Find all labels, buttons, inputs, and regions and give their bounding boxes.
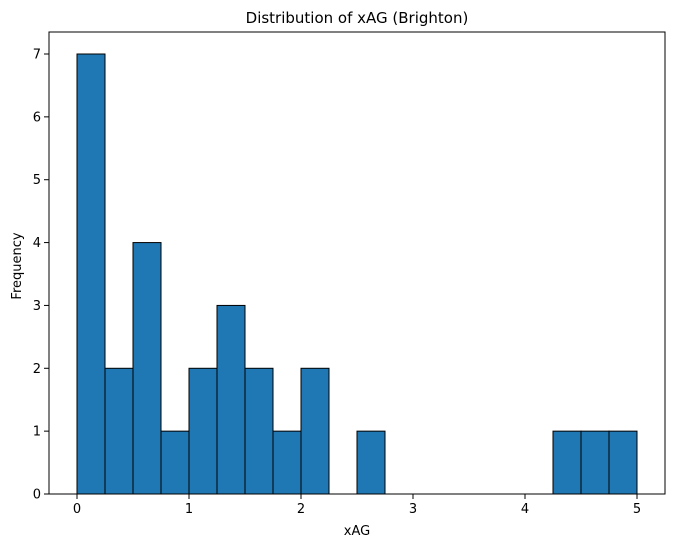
y-tick-label: 5 (33, 173, 41, 188)
histogram-bar (244, 367, 274, 495)
histogram-bar (104, 367, 134, 495)
histogram-bar (76, 53, 106, 495)
histogram-bar (272, 430, 302, 495)
x-tick-label: 3 (409, 502, 417, 517)
x-tick-label: 5 (633, 502, 641, 517)
y-tick-label: 7 (33, 48, 41, 63)
y-tick-label: 6 (33, 110, 41, 125)
y-tick-label: 1 (33, 425, 41, 440)
x-tick-label: 2 (297, 502, 305, 517)
y-tick-label: 4 (33, 236, 41, 251)
chart-title: Distribution of xAG (Brighton) (246, 9, 469, 27)
x-tick-label: 0 (73, 502, 81, 517)
histogram-bar (580, 430, 610, 495)
x-tick-label: 1 (185, 502, 193, 517)
x-axis-label: xAG (344, 524, 370, 539)
plot-frame (48, 31, 666, 495)
y-tick-label: 3 (33, 299, 41, 314)
histogram-bar (160, 430, 190, 495)
y-tick-label: 2 (33, 362, 41, 377)
x-tick-label: 4 (521, 502, 529, 517)
histogram-bar (216, 304, 246, 495)
axes-layer: 0 1 2 3 4 5 0 1 2 3 4 5 6 7 (33, 31, 666, 517)
histogram-bar (300, 367, 330, 495)
histogram-bar (552, 430, 582, 495)
y-axis-label: Frequency (10, 232, 25, 299)
histogram-bar (188, 367, 218, 495)
histogram-bar (608, 430, 638, 495)
bars-layer (76, 53, 638, 495)
y-tick-label: 0 (33, 488, 41, 503)
histogram-bar (356, 430, 386, 495)
histogram-bar (132, 242, 162, 495)
